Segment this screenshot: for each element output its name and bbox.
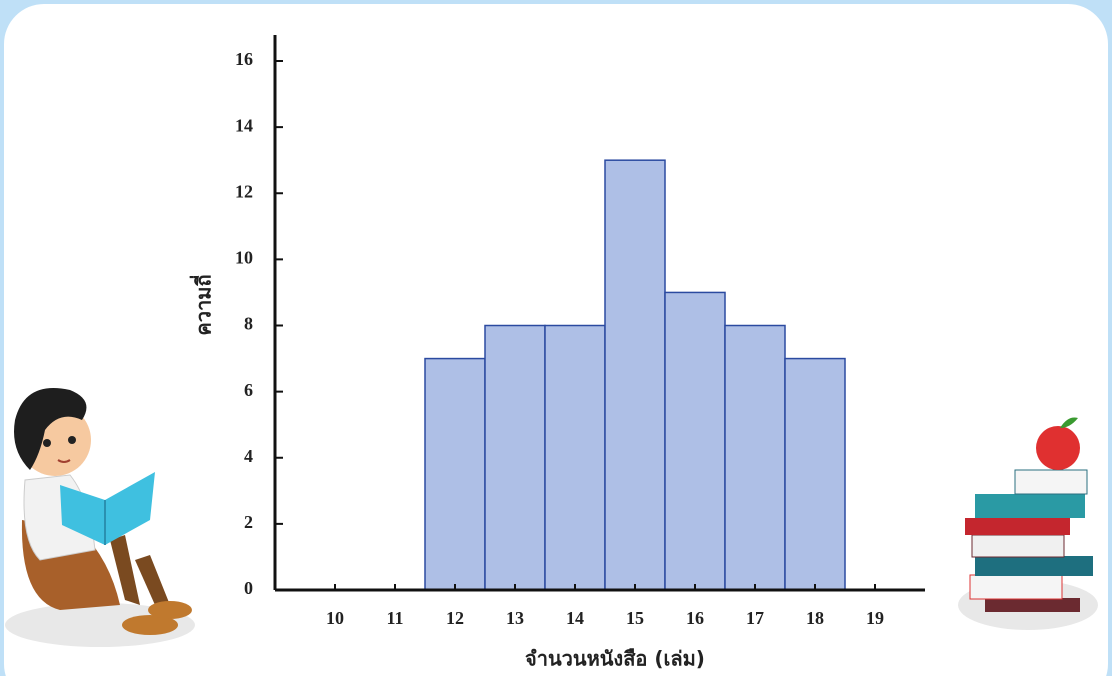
histogram: จำนวนหนังสือ (เล่ม) ความถี่ 0 2 4 6 8 10 12 14 1…	[189, 35, 925, 671]
x-tick-label: 18	[806, 608, 824, 628]
x-axis-label: จำนวนหนังสือ (เล่ม)	[525, 647, 705, 671]
books-illustration	[958, 417, 1098, 630]
y-tick-label: 16	[235, 49, 253, 69]
x-tick-label: 16	[686, 608, 704, 628]
bar	[664, 291, 726, 591]
y-tick-label: 14	[235, 115, 253, 135]
x-tick-label: 15	[626, 608, 644, 628]
bar	[544, 324, 606, 591]
y-tick-label: 2	[244, 512, 253, 532]
y-tick-label: 8	[244, 314, 253, 334]
y-tick-label: 12	[235, 181, 253, 201]
x-tick-label: 10	[326, 608, 344, 628]
x-tick-label: 12	[446, 608, 464, 628]
y-tick-label: 10	[235, 248, 253, 268]
x-tick-label: 11	[386, 608, 403, 628]
y-tick-label: 6	[244, 380, 253, 400]
bar	[724, 324, 786, 591]
x-tick-label: 13	[506, 608, 524, 628]
y-tick-label: 0	[244, 578, 253, 598]
boy-illustration	[5, 388, 195, 647]
x-tick-label: 14	[566, 608, 584, 628]
x-tick-label: 19	[866, 608, 884, 628]
bar	[604, 159, 666, 591]
y-axis-label: ความถี่	[189, 274, 216, 335]
y-tick-label: 4	[244, 446, 253, 466]
bar	[424, 357, 486, 591]
bar	[784, 357, 846, 591]
bar	[484, 324, 546, 591]
x-tick-label: 17	[746, 608, 764, 628]
